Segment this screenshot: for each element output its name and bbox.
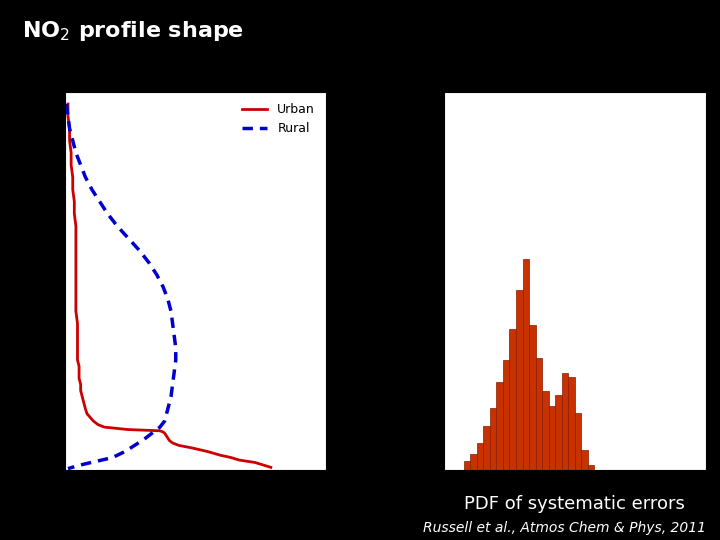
Rural <box>168 320 177 327</box>
Bar <box>503 360 510 470</box>
Bar <box>477 443 483 470</box>
Bar <box>536 357 542 470</box>
Rural <box>148 430 156 436</box>
Rural <box>163 406 172 412</box>
Rural <box>156 424 164 430</box>
Line: Rural: Rural <box>66 104 176 469</box>
Rural <box>145 259 153 266</box>
Line: Urban: Urban <box>68 104 271 467</box>
Rural <box>140 436 148 443</box>
Rural <box>95 198 104 205</box>
Urban <box>216 452 225 458</box>
Rural <box>63 465 72 472</box>
Bar <box>496 382 503 470</box>
Bar <box>542 390 549 470</box>
X-axis label: Normalized NO$_2$: Normalized NO$_2$ <box>145 495 246 511</box>
Text: PDF of systematic errors: PDF of systematic errors <box>464 495 685 513</box>
Rural <box>167 394 176 400</box>
Bar <box>575 413 581 470</box>
Rural <box>108 454 117 461</box>
Rural <box>170 369 179 375</box>
Urban <box>258 462 267 468</box>
Bar <box>549 406 555 470</box>
Bar <box>510 329 516 470</box>
Rural <box>153 272 161 278</box>
Bar <box>464 461 470 470</box>
Rural <box>76 161 85 168</box>
Rural <box>168 381 177 388</box>
Text: Russell et al., Atmos Chem & Phys, 2011: Russell et al., Atmos Chem & Phys, 2011 <box>423 521 706 535</box>
Bar <box>470 455 477 470</box>
Y-axis label: # of Observations: # of Observations <box>397 231 408 331</box>
Rural <box>135 247 143 254</box>
Bar <box>483 426 490 470</box>
Rural <box>68 137 77 144</box>
Text: NO$_2$ profile shape: NO$_2$ profile shape <box>22 19 243 43</box>
Bar <box>555 395 562 470</box>
Bar <box>581 450 588 470</box>
Rural <box>130 442 139 449</box>
Rural <box>87 186 96 193</box>
Rural <box>167 308 176 314</box>
Urban <box>266 464 275 470</box>
Rural <box>163 296 172 302</box>
Rural <box>71 150 80 156</box>
Bar <box>523 259 529 470</box>
Rural <box>103 211 112 217</box>
Urban <box>71 222 80 229</box>
Rural <box>171 345 180 351</box>
Rural <box>124 235 132 241</box>
Bar <box>568 377 575 470</box>
Rural <box>92 458 101 464</box>
Rural <box>161 418 169 424</box>
Rural <box>63 113 72 119</box>
Rural <box>113 222 122 229</box>
Bar <box>588 465 595 470</box>
Bar <box>516 289 523 470</box>
Urban <box>68 174 77 180</box>
Bar <box>562 373 568 470</box>
Y-axis label: Height (km): Height (km) <box>19 244 32 318</box>
Bar <box>529 325 536 470</box>
Rural <box>171 357 180 363</box>
Rural <box>121 448 130 455</box>
Rural <box>76 462 85 468</box>
Rural <box>62 101 71 107</box>
Rural <box>170 333 179 339</box>
Rural <box>158 284 167 290</box>
Urban <box>73 339 82 345</box>
Urban <box>63 101 72 107</box>
Legend: Urban, Rural: Urban, Rural <box>238 98 320 140</box>
Rural <box>81 174 90 180</box>
Rural <box>66 125 74 132</box>
X-axis label: % Change in NO$_2$ Column: % Change in NO$_2$ Column <box>503 495 647 509</box>
Bar <box>490 408 496 470</box>
Urban <box>71 259 80 266</box>
